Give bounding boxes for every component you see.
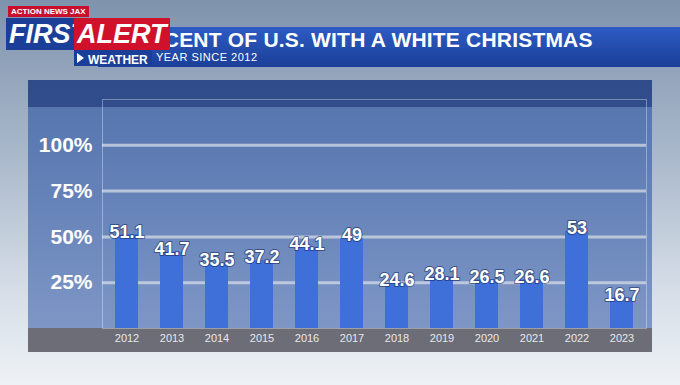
html-text:FIRST: FIRST: [9, 19, 87, 49]
svg-text:41.7: 41.7: [154, 239, 189, 259]
svg-text:2016: 2016: [295, 332, 319, 344]
svg-text:2012: 2012: [115, 332, 139, 344]
svg-text:50%: 50%: [50, 225, 92, 248]
html-text:ACTION NEWS JAX: ACTION NEWS JAX: [11, 7, 86, 16]
svg-text:44.1: 44.1: [289, 234, 324, 254]
html-text:PERCENT OF U.S. WITH A WHITE C: PERCENT OF U.S. WITH A WHITE CHRISTMAS: [120, 28, 593, 51]
html-text:ALERT: ALERT: [77, 19, 167, 49]
svg-text:26.5: 26.5: [469, 267, 504, 287]
svg-text:49: 49: [342, 225, 362, 245]
svg-text:2019: 2019: [430, 332, 454, 344]
svg-text:2021: 2021: [520, 332, 544, 344]
svg-text:75%: 75%: [50, 179, 92, 202]
svg-text:2018: 2018: [385, 332, 409, 344]
html-text:WEATHER: WEATHER: [88, 53, 148, 67]
svg-text:26.6: 26.6: [514, 267, 549, 287]
svg-text:2017: 2017: [340, 332, 364, 344]
svg-text:35.5: 35.5: [199, 250, 234, 270]
svg-text:2013: 2013: [160, 332, 184, 344]
svg-text:24.6: 24.6: [379, 270, 414, 290]
svg-text:2015: 2015: [250, 332, 274, 344]
svg-text:2022: 2022: [565, 332, 589, 344]
svg-text:2014: 2014: [205, 332, 229, 344]
svg-text:2020: 2020: [475, 332, 499, 344]
svg-text:53: 53: [567, 218, 587, 238]
svg-text:37.2: 37.2: [244, 247, 279, 267]
svg-text:2023: 2023: [610, 332, 634, 344]
svg-text:25%: 25%: [50, 270, 92, 293]
svg-text:28.1: 28.1: [424, 264, 459, 284]
svg-text:100%: 100%: [39, 133, 93, 156]
svg-text:51.1: 51.1: [109, 222, 144, 242]
html-text:EACH YEAR SINCE 2012: EACH YEAR SINCE 2012: [120, 51, 258, 63]
svg-text:16.7: 16.7: [604, 285, 639, 305]
